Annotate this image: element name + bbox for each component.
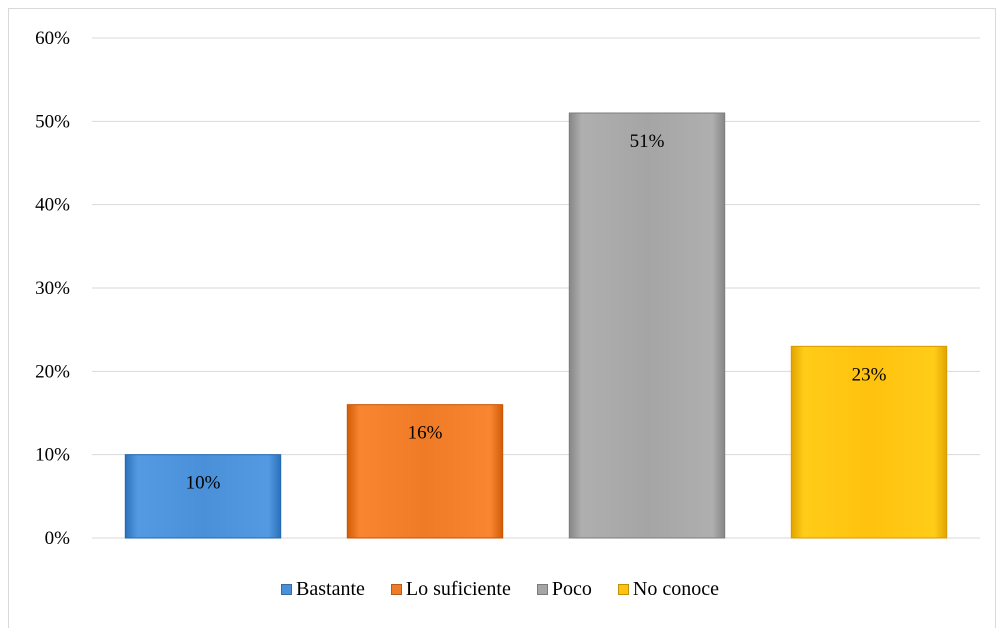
- bar-no-conoce: [790, 345, 948, 539]
- legend-item: Lo suficiente: [390, 578, 511, 601]
- y-tick-label: 0%: [45, 528, 71, 549]
- data-label: 51%: [630, 131, 665, 152]
- legend: Bastante Lo suficiente Poco No conoce: [0, 578, 1000, 601]
- legend-swatch: [281, 584, 293, 595]
- bar-lo-suficiente: [346, 404, 504, 539]
- bar-bastante: [124, 454, 282, 539]
- legend-label: No conoce: [632, 578, 719, 600]
- bars: [124, 112, 948, 539]
- y-tick-label: 50%: [35, 111, 70, 132]
- y-tick-label: 10%: [35, 445, 70, 466]
- bar-poco: [568, 112, 726, 539]
- y-tick-label: 60%: [35, 28, 70, 49]
- legend-swatch: [536, 584, 548, 595]
- legend-item: No conoce: [617, 578, 719, 601]
- y-tick-label: 20%: [35, 361, 70, 382]
- legend-swatch: [617, 584, 629, 595]
- legend-label: Poco: [551, 578, 592, 600]
- y-tick-label: 30%: [35, 278, 70, 299]
- data-labels: 10% 16% 51% 23%: [186, 131, 887, 494]
- data-label: 16%: [408, 423, 443, 444]
- y-tick-label: 40%: [35, 195, 70, 216]
- legend-swatch: [390, 584, 402, 595]
- y-axis-ticks: 0% 10% 20% 30% 40% 50% 60%: [35, 28, 70, 549]
- legend-label: Lo suficiente: [405, 578, 511, 600]
- bar-chart: 0% 10% 20% 30% 40% 50% 60% 10% 16% 51% 23%: [35, 28, 980, 549]
- legend-item: Poco: [536, 578, 592, 601]
- legend-label: Bastante: [296, 578, 365, 600]
- chart-frame: [8, 8, 996, 628]
- data-label: 10%: [186, 473, 221, 494]
- data-label: 23%: [852, 364, 887, 385]
- legend-item: Bastante: [281, 578, 365, 601]
